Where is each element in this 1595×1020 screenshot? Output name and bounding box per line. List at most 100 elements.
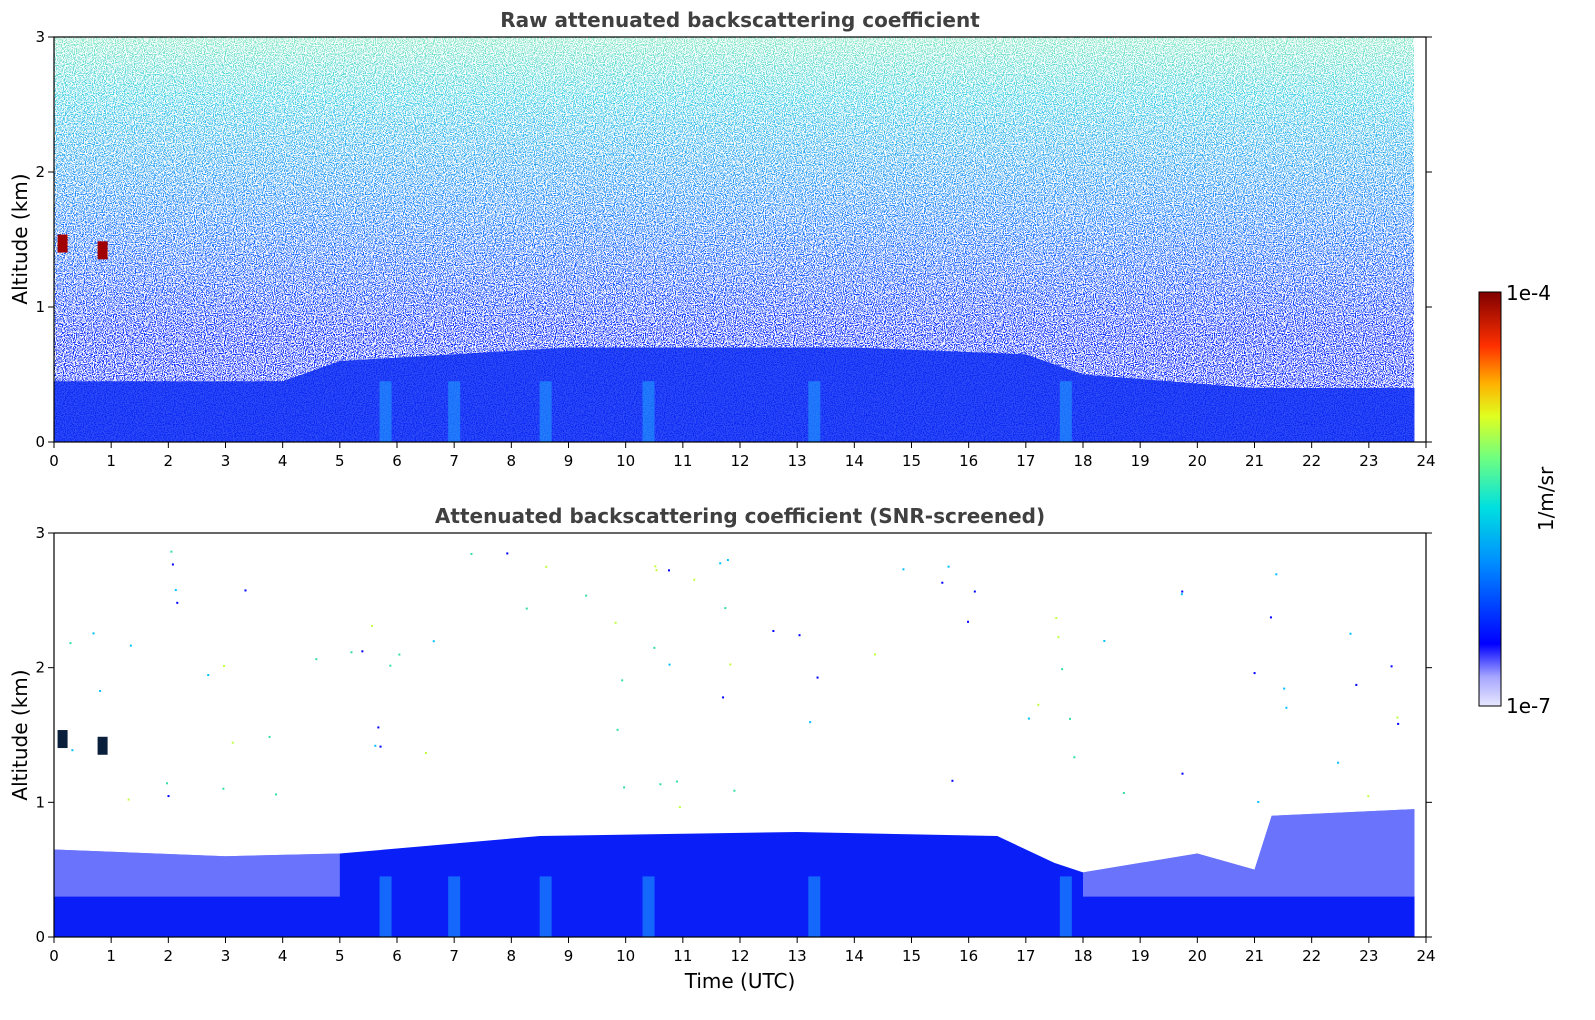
noise-speck <box>1285 706 1288 709</box>
enhanced-backscatter-column <box>448 876 461 937</box>
noise-speck <box>69 642 72 645</box>
noise-speck <box>719 562 722 565</box>
top-panel-plot <box>54 37 1426 442</box>
noise-speck <box>374 744 377 747</box>
aerosol-layer-faint <box>1083 809 1415 897</box>
noise-speck <box>1103 639 1106 642</box>
y-tick-label: 2 <box>35 659 45 677</box>
x-tick-label: 11 <box>673 452 692 470</box>
noise-speck <box>1253 672 1256 675</box>
noise-speck <box>166 782 169 785</box>
noise-speck <box>99 689 102 692</box>
x-tick-label: 10 <box>616 452 635 470</box>
x-tick-label: 2 <box>164 947 174 965</box>
x-tick-label: 22 <box>1302 947 1321 965</box>
noise-speck <box>1027 717 1030 720</box>
x-tick-label: 23 <box>1359 452 1378 470</box>
noise-speck <box>772 630 775 633</box>
enhanced-backscatter-column <box>808 381 821 442</box>
boundary-layer-region <box>54 347 1415 442</box>
noise-speck <box>1122 791 1125 794</box>
x-tick-label: 10 <box>616 947 635 965</box>
noise-speck <box>1055 617 1058 620</box>
noise-speck <box>370 624 373 627</box>
noise-speck <box>1073 756 1076 759</box>
x-tick-label: 9 <box>564 947 574 965</box>
y-tick-label: 0 <box>35 928 45 946</box>
noise-speck <box>1061 668 1064 671</box>
noise-speck <box>724 607 727 610</box>
x-tick-label: 5 <box>335 452 345 470</box>
x-tick-label: 18 <box>1073 947 1092 965</box>
noise-speck <box>621 679 624 682</box>
noise-speck <box>1180 593 1183 596</box>
colorbar-min-label: 1e-7 <box>1506 694 1551 718</box>
noise-speck <box>967 620 970 623</box>
noise-speck <box>170 550 173 553</box>
noise-speck <box>379 745 382 748</box>
noise-speck <box>1337 761 1340 764</box>
enhanced-backscatter-column <box>379 381 392 442</box>
enhanced-backscatter-column <box>539 381 552 442</box>
x-tick-label: 9 <box>564 452 574 470</box>
y-tick-label: 3 <box>35 28 45 46</box>
noise-speck <box>667 569 670 572</box>
y-tick-label: 0 <box>35 433 45 451</box>
aerosol-layer-faint <box>54 849 340 897</box>
y-tick-label: 2 <box>35 163 45 181</box>
noise-speck <box>1269 616 1272 619</box>
noise-speck <box>693 578 696 581</box>
noise-speck <box>623 786 626 789</box>
noise-speck <box>733 789 736 792</box>
x-tick-label: 11 <box>673 947 692 965</box>
noise-speck <box>675 780 678 783</box>
x-tick-label: 23 <box>1359 947 1378 965</box>
noise-speck <box>654 565 657 568</box>
noise-speck <box>1396 716 1399 719</box>
noise-speck <box>616 728 619 731</box>
noise-speck <box>947 565 950 568</box>
noise-speck <box>655 569 658 572</box>
no-data-region <box>1414 533 1426 937</box>
noise-speck <box>1367 795 1370 798</box>
noise-speck <box>668 663 671 666</box>
colorbar-unit-label: 1/m/sr <box>1534 466 1558 531</box>
x-tick-label: 17 <box>1016 947 1035 965</box>
noise-speck <box>470 552 473 555</box>
noise-speck <box>361 650 364 653</box>
x-tick-label: 6 <box>392 947 402 965</box>
top-y-axis-label: Altitude (km) <box>8 173 32 304</box>
x-tick-label: 24 <box>1416 452 1435 470</box>
noise-speck <box>614 621 617 624</box>
noise-speck <box>585 594 588 597</box>
noise-speck <box>389 664 392 667</box>
cloud-feature <box>57 730 68 749</box>
noise-speck <box>1057 636 1060 639</box>
enhanced-backscatter-column <box>808 876 821 937</box>
x-tick-label: 2 <box>164 452 174 470</box>
enhanced-backscatter-column <box>539 876 552 937</box>
bottom-y-axis-label: Altitude (km) <box>8 669 32 800</box>
colorbar-gradient <box>1479 292 1501 706</box>
x-tick-label: 8 <box>507 452 517 470</box>
x-tick-label: 24 <box>1416 947 1435 965</box>
noise-speck <box>1068 717 1071 720</box>
x-tick-label: 15 <box>902 947 921 965</box>
x-tick-label: 15 <box>902 452 921 470</box>
x-tick-label: 4 <box>278 452 288 470</box>
x-tick-label: 8 <box>507 947 517 965</box>
bottom-panel-title: Attenuated backscattering coefficient (S… <box>435 504 1045 528</box>
noise-speck <box>92 632 95 635</box>
noise-speck <box>809 721 812 724</box>
noise-speck <box>545 565 548 568</box>
noise-speck <box>525 607 528 610</box>
noise-speck <box>174 589 177 592</box>
top-panel-title: Raw attenuated backscattering coefficien… <box>500 8 980 32</box>
noise-speck <box>659 783 662 786</box>
x-tick-label: 17 <box>1016 452 1035 470</box>
noise-speck <box>653 646 656 649</box>
noise-speck <box>798 634 801 637</box>
noise-speck <box>1390 665 1393 668</box>
enhanced-backscatter-column <box>1059 381 1072 442</box>
x-tick-label: 5 <box>335 947 345 965</box>
